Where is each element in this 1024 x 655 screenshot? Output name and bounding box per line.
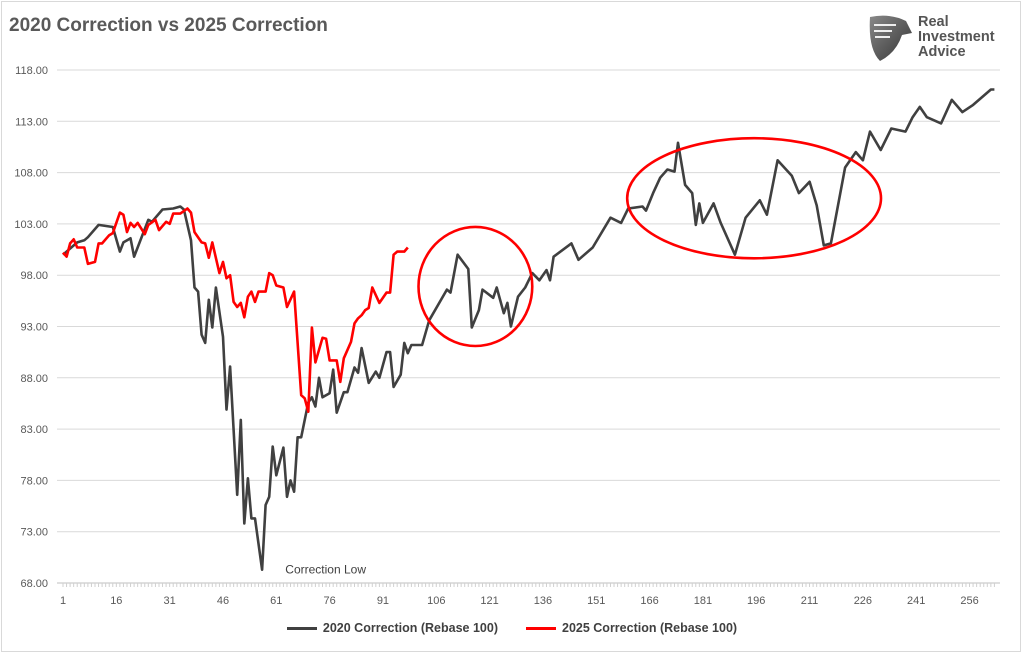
x-tick-label: 121 xyxy=(480,595,498,607)
x-tick-label: 91 xyxy=(377,595,389,607)
x-tick-label: 61 xyxy=(270,595,282,607)
x-tick-label: 136 xyxy=(534,595,552,607)
legend: 2020 Correction (Rebase 100) 2025 Correc… xyxy=(0,621,1024,635)
y-tick-label: 88.00 xyxy=(20,373,48,385)
legend-label-2025: 2025 Correction (Rebase 100) xyxy=(562,621,738,635)
legend-swatch-2025 xyxy=(526,626,556,630)
x-tick-label: 46 xyxy=(217,595,229,607)
chart-title: 2020 Correction vs 2025 Correction xyxy=(9,15,328,36)
legend-item-2020: 2020 Correction (Rebase 100) xyxy=(286,621,498,635)
y-tick-label: 113.00 xyxy=(15,116,48,128)
y-tick-label: 98.00 xyxy=(20,270,48,282)
legend-label-2020: 2020 Correction (Rebase 100) xyxy=(322,621,498,635)
y-tick-label: 68.00 xyxy=(20,578,48,590)
series-line-2025 xyxy=(62,207,409,413)
x-tick-label: 196 xyxy=(747,595,765,607)
logo-text: Real Investment Advice xyxy=(918,14,995,60)
x-tick-label: 16 xyxy=(110,595,122,607)
correction-low-label: Correction Low xyxy=(285,563,366,577)
x-tick-label: 256 xyxy=(960,595,978,607)
y-tick-label: 73.00 xyxy=(20,527,48,539)
x-tick-label: 1 xyxy=(60,595,66,607)
y-tick-label: 78.00 xyxy=(20,475,48,487)
logo: Real Investment Advice xyxy=(866,13,1006,63)
legend-swatch-2020 xyxy=(286,626,317,630)
x-tick-label: 76 xyxy=(324,595,336,607)
y-tick-label: 83.00 xyxy=(20,424,48,436)
x-tick-label: 106 xyxy=(427,595,445,607)
y-tick-label: 103.00 xyxy=(14,219,48,231)
y-tick-label: 93.00 xyxy=(20,322,48,334)
x-tick-label: 31 xyxy=(164,595,176,607)
x-tick-label: 211 xyxy=(801,595,819,607)
x-tick-label: 226 xyxy=(854,595,872,607)
x-tick-label: 241 xyxy=(907,595,925,607)
y-tick-label: 118.00 xyxy=(15,65,48,77)
x-tick-label: 181 xyxy=(694,595,712,607)
x-tick-label: 151 xyxy=(587,595,605,607)
x-tick-label: 166 xyxy=(640,595,658,607)
legend-item-2025: 2025 Correction (Rebase 100) xyxy=(526,621,737,635)
series-line-2020 xyxy=(62,88,995,571)
highlight-ellipse xyxy=(625,136,883,260)
eagle-shield-icon xyxy=(869,15,912,62)
highlight-ellipse xyxy=(417,225,534,348)
y-tick-label: 108.00 xyxy=(14,168,48,180)
